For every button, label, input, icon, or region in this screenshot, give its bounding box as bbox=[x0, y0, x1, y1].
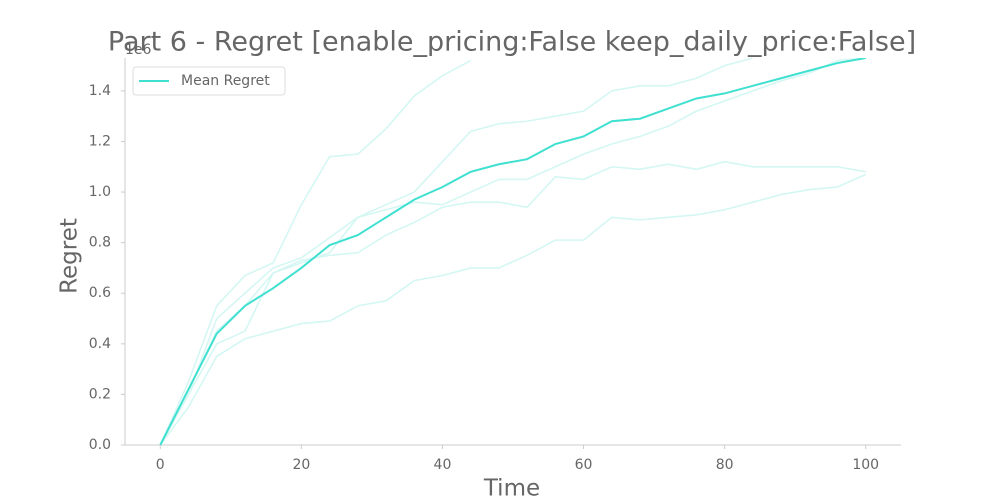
x-tick-label: 80 bbox=[716, 457, 734, 473]
y-axis-label: Regret bbox=[57, 218, 83, 294]
x-axis-label: Time bbox=[483, 476, 540, 501]
y-tick-label: 0.0 bbox=[89, 437, 111, 453]
run-line bbox=[159, 59, 472, 446]
y-tick-label: 1.4 bbox=[89, 83, 111, 99]
x-tick-label: 0 bbox=[156, 457, 165, 473]
chart-title: Part 6 - Regret [enable_pricing:False ke… bbox=[108, 27, 916, 58]
legend-box bbox=[132, 66, 286, 96]
y-offset-label: 1e6 bbox=[125, 42, 152, 58]
y-tick-label: 0.6 bbox=[89, 285, 111, 301]
y-tick-label: 0.4 bbox=[89, 336, 111, 352]
x-tick-label: 40 bbox=[434, 457, 452, 473]
y-tick-label: 1.2 bbox=[89, 133, 111, 149]
y-tick-label: 0.2 bbox=[89, 386, 111, 402]
y-tick-label: 1.0 bbox=[89, 184, 111, 200]
mean-line bbox=[159, 58, 866, 446]
run-line bbox=[159, 173, 867, 446]
x-tick-label: 20 bbox=[292, 457, 310, 473]
run-line bbox=[159, 58, 866, 446]
run-line bbox=[159, 160, 866, 446]
plot-area bbox=[159, 58, 867, 446]
run-line bbox=[159, 58, 754, 446]
y-tick-label: 0.8 bbox=[89, 235, 111, 251]
legend-label: Mean Regret bbox=[181, 73, 270, 89]
x-tick-label: 60 bbox=[575, 457, 593, 473]
x-tick-label: 100 bbox=[852, 457, 879, 473]
